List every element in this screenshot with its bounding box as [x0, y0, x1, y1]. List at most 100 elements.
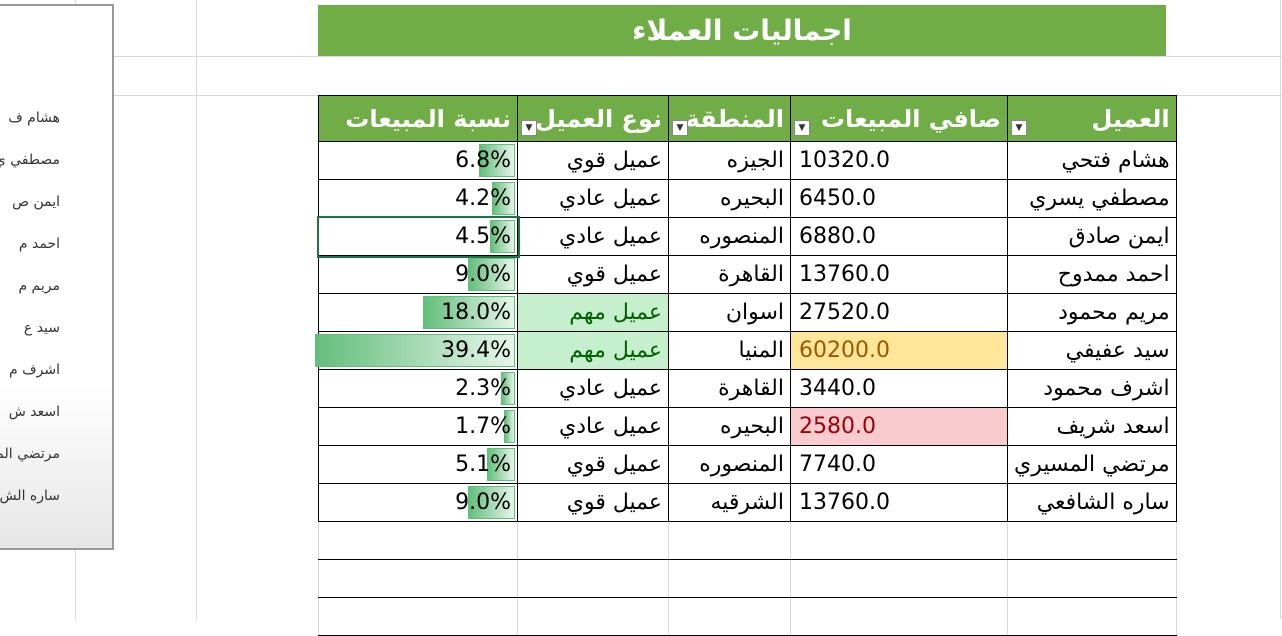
- filter-dropdown-icon[interactable]: ▼: [1011, 120, 1027, 136]
- cell-text: البحيره: [720, 186, 784, 211]
- sales-percent-cell[interactable]: 9.0%: [318, 255, 518, 294]
- customer-type-cell[interactable]: عميل قوي: [517, 141, 669, 180]
- customer-name-cell[interactable]: اسعد شريف: [1007, 407, 1177, 446]
- customer-type-cell[interactable]: عميل عادي: [517, 179, 669, 218]
- empty-cell[interactable]: [790, 597, 1008, 636]
- customer-name-cell[interactable]: ساره الشافعي: [1007, 483, 1177, 522]
- header-label: نسبة المبيعات: [345, 104, 511, 133]
- customer-name-cell[interactable]: مريم محمود: [1007, 293, 1177, 332]
- sales-percent-cell[interactable]: 18.0%: [318, 293, 518, 332]
- empty-cell[interactable]: [1007, 597, 1177, 636]
- cell-text: عميل مهم: [569, 338, 662, 363]
- customer-type-cell[interactable]: عميل قوي: [517, 483, 669, 522]
- cell-text: المنصوره: [699, 224, 784, 249]
- empty-cell[interactable]: [318, 521, 518, 560]
- net-sales-cell[interactable]: 60200.0: [790, 331, 1008, 370]
- empty-cell[interactable]: [517, 559, 669, 598]
- region-cell[interactable]: القاهرة: [668, 369, 791, 408]
- sales-percent-cell[interactable]: 2.3%: [318, 369, 518, 408]
- empty-cell[interactable]: [790, 521, 1008, 560]
- net-sales-cell[interactable]: 6450.0: [790, 179, 1008, 218]
- customer-type-cell[interactable]: عميل مهم: [517, 331, 669, 370]
- chart-panel[interactable]: هشام ف مصطفي ي ايمن ص احمد م مريم م سيد ع اشرف…: [0, 4, 114, 550]
- empty-cell[interactable]: [1007, 521, 1177, 560]
- sales-percent-cell[interactable]: 39.4%: [315, 331, 518, 370]
- cell-text: عميل عادي: [559, 186, 662, 211]
- net-sales-cell[interactable]: 7740.0: [790, 445, 1008, 484]
- customer-name-cell[interactable]: ايمن صادق: [1007, 217, 1177, 256]
- customer-type-cell[interactable]: عميل قوي: [517, 445, 669, 484]
- empty-cell[interactable]: [790, 559, 1008, 598]
- cell-text: عميل عادي: [559, 414, 662, 439]
- customer-name-cell[interactable]: اشرف محمود: [1007, 369, 1177, 408]
- net-sales-cell[interactable]: 13760.0: [790, 483, 1008, 522]
- cell-text: مرتضي المسيري: [1014, 452, 1170, 477]
- cell-text: 3440.0: [799, 376, 876, 401]
- customer-name-cell[interactable]: مصطفي يسري: [1007, 179, 1177, 218]
- customer-name-cell[interactable]: احمد ممدوح: [1007, 255, 1177, 294]
- empty-cell[interactable]: [1007, 559, 1177, 598]
- customer-type-cell[interactable]: عميل قوي: [517, 255, 669, 294]
- cell-text: 5.1%: [455, 452, 511, 477]
- table-row: ايمن صادق 6880.0 المنصوره عميل عادي 4.5%: [316, 215, 1177, 258]
- region-cell[interactable]: الجيزه: [668, 141, 791, 180]
- region-cell[interactable]: المنصوره: [668, 217, 791, 256]
- cell-text: ايمن صادق: [1068, 224, 1170, 249]
- region-cell[interactable]: الشرقيه: [668, 483, 791, 522]
- region-cell[interactable]: المنصوره: [668, 445, 791, 484]
- sales-percent-cell[interactable]: 5.1%: [318, 445, 518, 484]
- cell-text: 9.0%: [455, 490, 511, 515]
- net-sales-cell[interactable]: 2580.0: [790, 407, 1008, 446]
- empty-cell[interactable]: [318, 597, 518, 636]
- region-cell[interactable]: اسوان: [668, 293, 791, 332]
- cell-text: 27520.0: [799, 300, 890, 325]
- cell-text: 9.0%: [455, 262, 511, 287]
- empty-cell[interactable]: [668, 597, 791, 636]
- column-header: العميل ▼: [1007, 95, 1177, 142]
- region-cell[interactable]: القاهرة: [668, 255, 791, 294]
- customer-type-cell[interactable]: عميل عادي: [517, 217, 669, 256]
- customer-type-cell[interactable]: عميل عادي: [517, 369, 669, 408]
- net-sales-cell[interactable]: 13760.0: [790, 255, 1008, 294]
- region-cell[interactable]: البحيره: [668, 407, 791, 446]
- customer-name-cell[interactable]: مرتضي المسيري: [1007, 445, 1177, 484]
- customer-name-cell[interactable]: سيد عفيفي: [1007, 331, 1177, 370]
- cell-text: المنيا: [738, 338, 784, 363]
- cell-text: هشام فتحي: [1061, 148, 1170, 173]
- sales-percent-cell[interactable]: 1.7%: [318, 407, 518, 446]
- sales-percent-cell[interactable]: 4.5%: [316, 215, 520, 258]
- empty-cell[interactable]: [517, 597, 669, 636]
- customer-name-cell[interactable]: هشام فتحي: [1007, 141, 1177, 180]
- chart-label: سيد ع: [23, 320, 60, 336]
- empty-cell[interactable]: [517, 521, 669, 560]
- table-row: احمد ممدوح 13760.0 القاهرة عميل قوي 9.0%: [318, 255, 1177, 294]
- net-sales-cell[interactable]: 6880.0: [790, 217, 1008, 256]
- empty-cell[interactable]: [318, 559, 518, 598]
- sales-percent-cell[interactable]: 6.8%: [318, 141, 518, 180]
- table-row: اشرف محمود 3440.0 القاهرة عميل عادي 2.3%: [318, 369, 1177, 408]
- filter-dropdown-icon[interactable]: ▼: [794, 120, 810, 136]
- cell-text: القاهرة: [718, 376, 784, 401]
- net-sales-cell[interactable]: 27520.0: [790, 293, 1008, 332]
- sales-percent-cell[interactable]: 9.0%: [318, 483, 518, 522]
- data-bar: [315, 334, 515, 367]
- cell-text: 6.8%: [455, 148, 511, 173]
- sales-percent-cell[interactable]: 4.2%: [318, 179, 518, 218]
- region-cell[interactable]: البحيره: [668, 179, 791, 218]
- table-row: مرتضي المسيري 7740.0 المنصوره عميل قوي 5.1%: [318, 445, 1177, 484]
- empty-row: [318, 597, 1177, 636]
- filter-dropdown-icon[interactable]: ▼: [672, 120, 688, 136]
- empty-cell[interactable]: [668, 559, 791, 598]
- cell-text: سيد عفيفي: [1065, 338, 1170, 363]
- table-title: اجماليات العملاء: [318, 5, 1166, 56]
- net-sales-cell[interactable]: 3440.0: [790, 369, 1008, 408]
- filter-dropdown-icon[interactable]: ▼: [521, 120, 537, 136]
- customer-type-cell[interactable]: عميل عادي: [517, 407, 669, 446]
- net-sales-cell[interactable]: 10320.0: [790, 141, 1008, 180]
- cell-text: 1.7%: [455, 414, 511, 439]
- cell-text: مصطفي يسري: [1029, 186, 1170, 211]
- cell-text: 6450.0: [799, 186, 876, 211]
- customer-type-cell[interactable]: عميل مهم: [517, 293, 669, 332]
- region-cell[interactable]: المنيا: [668, 331, 791, 370]
- empty-cell[interactable]: [668, 521, 791, 560]
